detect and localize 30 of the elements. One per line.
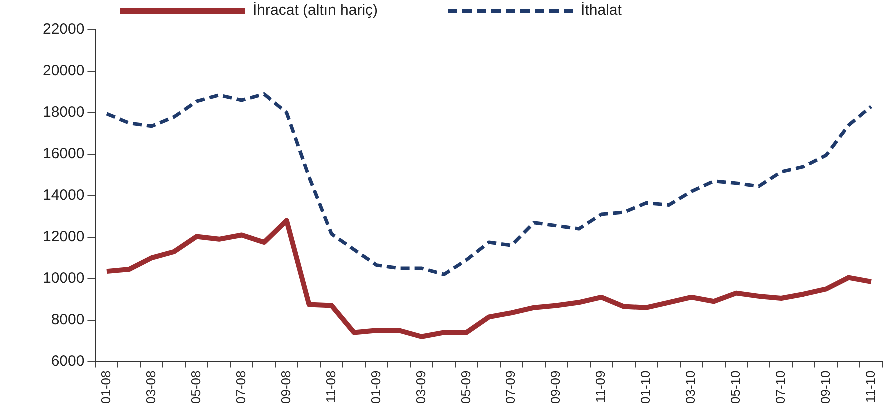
y-tick-label: 22000	[42, 21, 85, 38]
x-tick-label: 01-10	[638, 370, 654, 404]
x-tick-label: 07-08	[233, 370, 248, 404]
x-tick-label: 09-09	[548, 370, 564, 404]
x-tick-label: 09-08	[278, 370, 294, 404]
y-tick-label: 18000	[42, 104, 85, 122]
x-tick-label: 01-09	[368, 370, 384, 404]
x-tick-label: 09-10	[818, 370, 834, 404]
x-tick-label: 11-10	[862, 370, 878, 404]
line-series	[105, 92, 874, 276]
y-tick-label: 14000	[42, 187, 85, 204]
x-tick-label: 11-09	[593, 370, 608, 404]
x-tick-label: 07-09	[503, 370, 518, 404]
x-tick-label: 01-08	[98, 370, 114, 404]
y-tick-label: 12000	[42, 228, 85, 246]
x-tick-label: 07-10	[773, 370, 788, 404]
y-tick-label: 10000	[42, 270, 85, 287]
y-tick-label: 8000	[51, 311, 85, 328]
x-tick-label: 05-08	[188, 370, 204, 404]
y-tick-label: 6000	[51, 352, 85, 370]
y-tick-label: 16000	[42, 146, 85, 163]
x-tick-label: 03-10	[683, 370, 698, 404]
y-tick-label: 20000	[42, 62, 85, 80]
x-tick-label: 05-10	[728, 370, 744, 404]
legend-label: İhracat (altın hariç)	[253, 2, 378, 19]
x-tick-label: 11-08	[323, 370, 338, 404]
legend-label: İthalat	[581, 2, 622, 19]
x-tick-label: 05-09	[458, 370, 474, 404]
x-tick-label: 03-09	[413, 370, 428, 404]
x-tick-label: 03-08	[144, 370, 158, 404]
